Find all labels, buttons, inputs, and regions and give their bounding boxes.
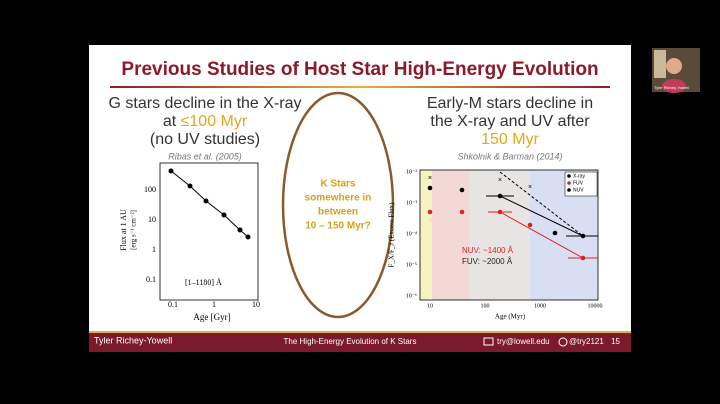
x-tick-label: 10000: [588, 303, 603, 309]
y-tick-label: 0.1: [146, 275, 156, 284]
xray-fit: [499, 171, 584, 237]
highlight: 150 Myr: [481, 131, 539, 148]
annotation: FUV: ~2000 Å: [462, 257, 513, 266]
title-rule: [110, 86, 610, 88]
right-heading: Early-M stars decline in: [427, 95, 593, 112]
right-heading: the X-ray and UV after: [430, 113, 590, 130]
y-tick-label: 1: [152, 245, 156, 254]
x-tick-label: 10: [252, 300, 260, 309]
question-oval: [281, 91, 395, 319]
x-tick-label: 10: [427, 303, 433, 309]
citation: Ribas et al. (2005): [168, 151, 242, 161]
svg-text:×: ×: [498, 177, 502, 184]
footer-rule: [89, 331, 631, 333]
legend-label: NUV: [573, 187, 584, 193]
x-tick-label: 0.1: [168, 300, 178, 309]
question-text: K Stars: [320, 179, 355, 190]
participant-name: Tyler Richey-Yowell: [654, 85, 689, 90]
fuv-fit: [499, 211, 584, 259]
mail-icon: [483, 337, 494, 346]
legend-label: X-ray: [573, 173, 585, 179]
y-label: Flux at 1 AU: [119, 209, 128, 251]
video-person: [662, 79, 686, 93]
handle: @try2121: [569, 337, 604, 346]
plot-frame: [159, 162, 259, 301]
legend-marker: [567, 181, 571, 185]
highlight: ≤100 Myr: [181, 113, 248, 130]
fuv-points: [427, 209, 586, 261]
svg-text:×: ×: [528, 184, 532, 191]
talk-title: The High-Energy Evolution of K Stars: [284, 337, 417, 346]
annotation: [1–1180] Å: [185, 278, 222, 287]
annotation: NUV: ~1400 Å: [462, 246, 514, 255]
y-tick-label: 10⁻⁵: [406, 262, 417, 268]
y-tick-label: 10: [148, 215, 156, 224]
y-label: F_X/F_J (Excess Flux): [388, 202, 396, 268]
page-number: 15: [611, 337, 620, 346]
left-heading: at ≤100 Myr: [163, 113, 248, 130]
presenter: Tyler Richey-Yowell: [94, 335, 172, 345]
left-heading: G stars decline in the X-ray: [109, 95, 302, 112]
question-text: 10 – 150 Myr?: [305, 221, 371, 232]
left-heading: at: [163, 113, 177, 130]
left-heading: (no UV studies): [150, 131, 260, 148]
x-tick-label: 100: [481, 303, 490, 309]
legend-marker: [567, 188, 571, 192]
y-tick-label: 10⁻²: [406, 169, 417, 175]
x-label: Age (Myr): [495, 313, 526, 321]
y-units: [erg s⁻¹ cm⁻²]: [130, 210, 138, 250]
band: [470, 170, 530, 300]
y-tick-label: 10⁻⁴: [406, 231, 417, 237]
xray-points: × × ×: [428, 175, 532, 191]
nuv-fit: [499, 195, 584, 237]
band: [420, 170, 432, 300]
x-tick-label: 1000: [534, 303, 546, 309]
video-bg: [654, 50, 666, 78]
points: [168, 168, 251, 240]
question-text: somewhere in: [305, 193, 372, 204]
y-tick-label: 10⁻³: [406, 200, 417, 206]
twitter-icon: [558, 337, 568, 347]
citation: Shkolnik & Barman (2014): [457, 151, 562, 161]
y-tick-label: 10⁻⁶: [406, 293, 417, 299]
band: [432, 170, 470, 300]
video-person: [666, 58, 682, 74]
email: try@lowell.edu: [497, 337, 550, 346]
legend-marker: [567, 174, 571, 178]
nuv-points: [427, 185, 586, 239]
svg-text:×: ×: [428, 175, 432, 182]
x-label: Age [Gyr]: [193, 312, 230, 322]
y-tick-label: 100: [144, 185, 156, 194]
footer: [89, 333, 631, 352]
slide-title: Previous Studies of Host Star High-Energ…: [121, 59, 598, 80]
question-text: between: [318, 207, 358, 218]
x-tick-label: 1: [212, 300, 216, 309]
plot-frame: [419, 169, 599, 301]
legend-label: FUV: [573, 180, 584, 186]
